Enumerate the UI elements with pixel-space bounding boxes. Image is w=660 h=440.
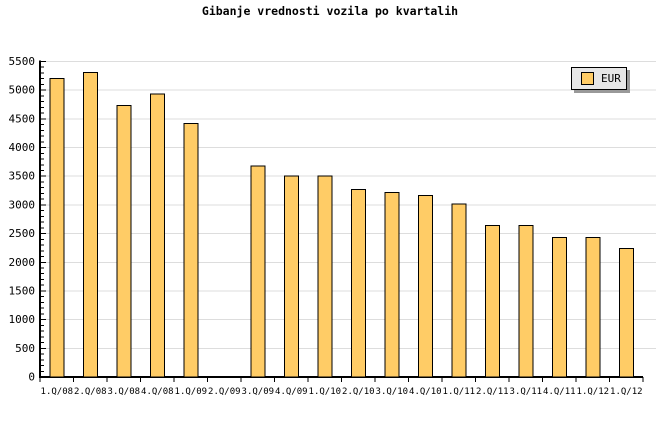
x-tick-label: 3.Q/10 — [376, 387, 409, 397]
bar — [283, 175, 299, 378]
bar — [585, 237, 601, 378]
x-tick-label: 1.Q/09 — [175, 387, 208, 397]
legend: EUR — [571, 67, 627, 90]
bar — [518, 225, 534, 378]
bar — [49, 78, 65, 378]
bar — [384, 191, 400, 378]
bar — [183, 123, 199, 378]
legend-label: EUR — [601, 72, 621, 85]
bar — [317, 175, 333, 378]
y-tick-label: 3000 — [9, 198, 36, 211]
y-tick-labels: 0 500 1000 1500 2000 2500 3000 3500 4000 4500 5000… — [9, 55, 36, 384]
x-tick-label: 2.Q/08 — [74, 387, 107, 397]
y-tick-label: 5500 — [9, 55, 36, 68]
x-axis — [39, 376, 644, 382]
y-tick-label: 500 — [15, 342, 35, 355]
bar — [618, 248, 634, 378]
x-tick-label: 2.Q/11 — [476, 387, 509, 397]
x-tick-label: 4.Q/10 — [409, 387, 442, 397]
y-axis — [39, 60, 46, 378]
bar — [350, 188, 366, 378]
bar — [417, 195, 433, 378]
x-tick-labels: 1.Q/08 2.Q/08 3.Q/08 4.Q/08 1.Q/09 2.Q/09 3.Q/… — [41, 387, 643, 397]
x-tick-label: 2.Q/09 — [208, 387, 241, 397]
x-tick-label: 4.Q/11 — [543, 387, 576, 397]
x-tick-label: 1.Q/12 — [610, 387, 643, 397]
bar — [451, 203, 467, 378]
legend-swatch-eur — [581, 72, 594, 85]
y-tick-label: 2000 — [9, 256, 36, 269]
y-tick-label: 4500 — [9, 112, 36, 125]
x-tick-label: 3.Q/08 — [108, 387, 141, 397]
bar — [82, 71, 98, 378]
x-tick-label: 1.Q/08 — [41, 387, 74, 397]
y-tick-label: 5000 — [9, 84, 36, 97]
y-tick-label: 3500 — [9, 170, 36, 183]
x-tick-label: 4.Q/08 — [141, 387, 174, 397]
y-tick-label: 4000 — [9, 141, 36, 154]
x-tick-label: 3.Q/11 — [510, 387, 543, 397]
x-tick-label: 1.Q/12 — [577, 387, 610, 397]
x-tick-label: 2.Q/10 — [342, 387, 375, 397]
bar — [250, 165, 266, 378]
x-tick-label: 1.Q/11 — [443, 387, 476, 397]
bar — [149, 93, 165, 378]
y-tick-label: 1000 — [9, 313, 36, 326]
y-tick-label: 2500 — [9, 227, 36, 240]
x-tick-label: 1.Q/10 — [309, 387, 342, 397]
chart-title: Gibanje vrednosti vozila po kvartalih — [201, 4, 459, 18]
bar — [551, 237, 567, 378]
bar — [116, 105, 132, 378]
x-tick-label: 4.Q/09 — [275, 387, 308, 397]
bars-series-eur — [49, 71, 634, 378]
bar — [484, 225, 500, 378]
y-tick-label: 1500 — [9, 284, 36, 297]
y-tick-label: 0 — [28, 371, 35, 384]
x-tick-label: 3.Q/09 — [242, 387, 275, 397]
